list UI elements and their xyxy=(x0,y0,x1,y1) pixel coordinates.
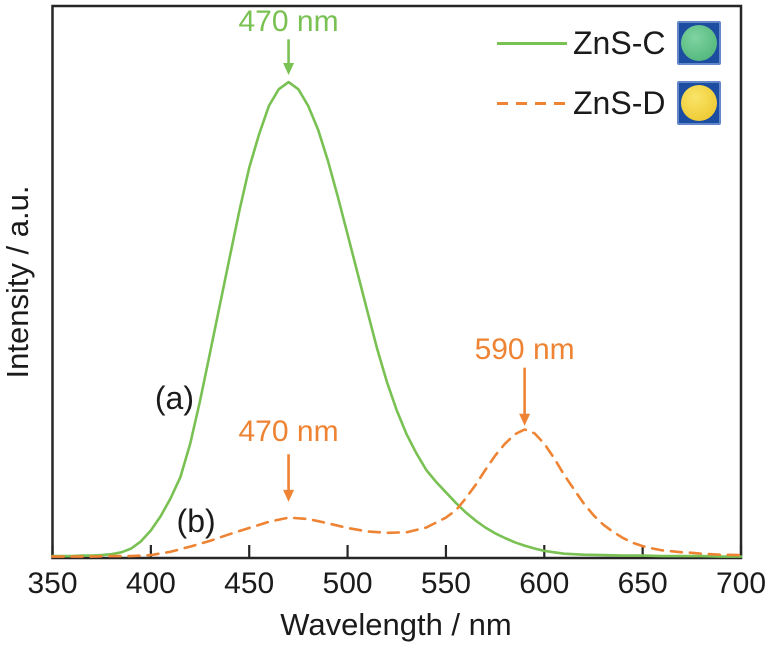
zns-c-sample-photo xyxy=(677,21,721,65)
peak-annotation-2: 470 nm xyxy=(238,415,339,449)
x-tick-label: 600 xyxy=(519,567,570,600)
zns-d-sample-photo xyxy=(677,81,721,125)
curve-tag-b: (b) xyxy=(176,503,216,540)
yellow-sample-disc-icon xyxy=(681,85,717,121)
x-tick-label: 400 xyxy=(125,567,176,600)
x-tick-label: 550 xyxy=(420,567,471,600)
legend-item-zns-d: ZnS-D xyxy=(497,81,721,125)
legend-item-zns-c: ZnS-C xyxy=(497,21,721,65)
peak-annotation-1: 590 nm xyxy=(474,333,575,366)
zns-c-line-swatch xyxy=(497,41,567,45)
y-axis-label: Intensity / a.u. xyxy=(0,185,35,379)
x-tick-label: 500 xyxy=(322,567,373,600)
x-axis-label: Wavelength / nm xyxy=(280,607,512,642)
peak-arrowhead-1 xyxy=(519,413,531,426)
zns-d-curve xyxy=(51,428,743,558)
zns-c-label: ZnS-C xyxy=(573,24,666,61)
zns-d-label: ZnS-D xyxy=(573,84,666,121)
green-sample-disc-icon xyxy=(681,25,717,61)
legend: ZnS-C ZnS-D xyxy=(497,21,721,141)
zns-c-curve xyxy=(51,80,743,558)
curve-tag-a: (a) xyxy=(154,379,194,416)
peak-arrowhead-0 xyxy=(283,63,295,75)
zns-d-line-swatch xyxy=(497,101,567,105)
x-tick-label: 350 xyxy=(27,567,78,600)
peak-annotation-0: 470 nm xyxy=(238,4,339,38)
x-tick-label: 450 xyxy=(224,567,275,600)
peak-arrowhead-2 xyxy=(283,489,295,502)
x-tick-label: 650 xyxy=(617,567,668,600)
x-tick-label: 700 xyxy=(715,567,767,600)
plot-frame xyxy=(51,4,743,560)
